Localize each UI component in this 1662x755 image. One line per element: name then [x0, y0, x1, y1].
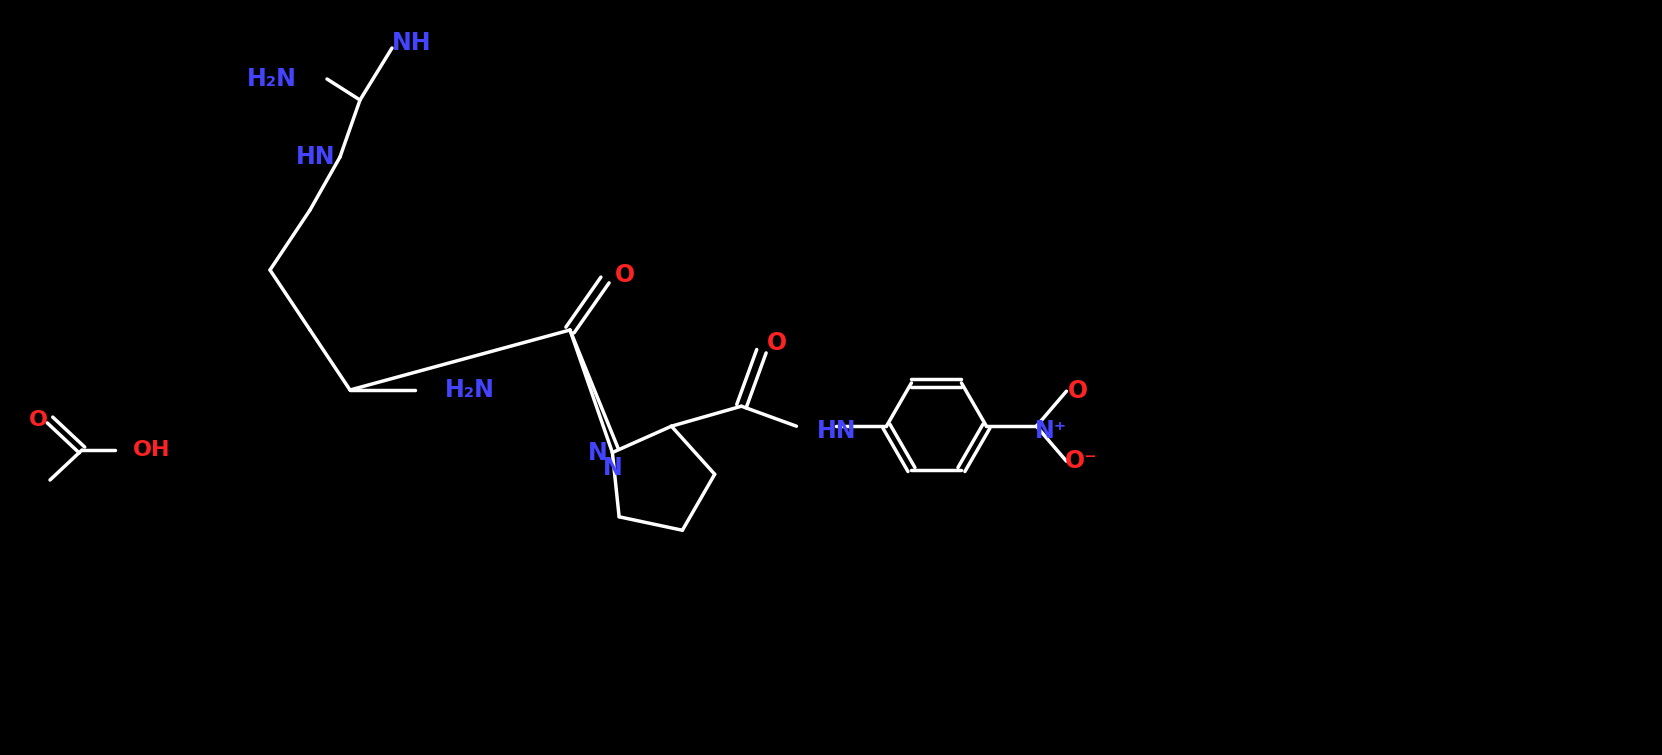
Text: NH: NH [392, 31, 432, 55]
Text: O: O [1069, 379, 1089, 403]
Text: H₂N: H₂N [445, 378, 495, 402]
Text: N⁺: N⁺ [1035, 419, 1067, 443]
Text: N: N [603, 456, 623, 480]
Text: HN: HN [296, 145, 336, 169]
Text: HN: HN [816, 419, 856, 443]
Text: O: O [28, 410, 48, 430]
Text: N: N [587, 440, 607, 464]
Text: O: O [615, 263, 635, 287]
Text: O: O [766, 331, 786, 355]
Text: H₂N: H₂N [248, 67, 297, 91]
Text: OH: OH [133, 440, 171, 460]
Text: O⁻: O⁻ [1065, 449, 1097, 473]
